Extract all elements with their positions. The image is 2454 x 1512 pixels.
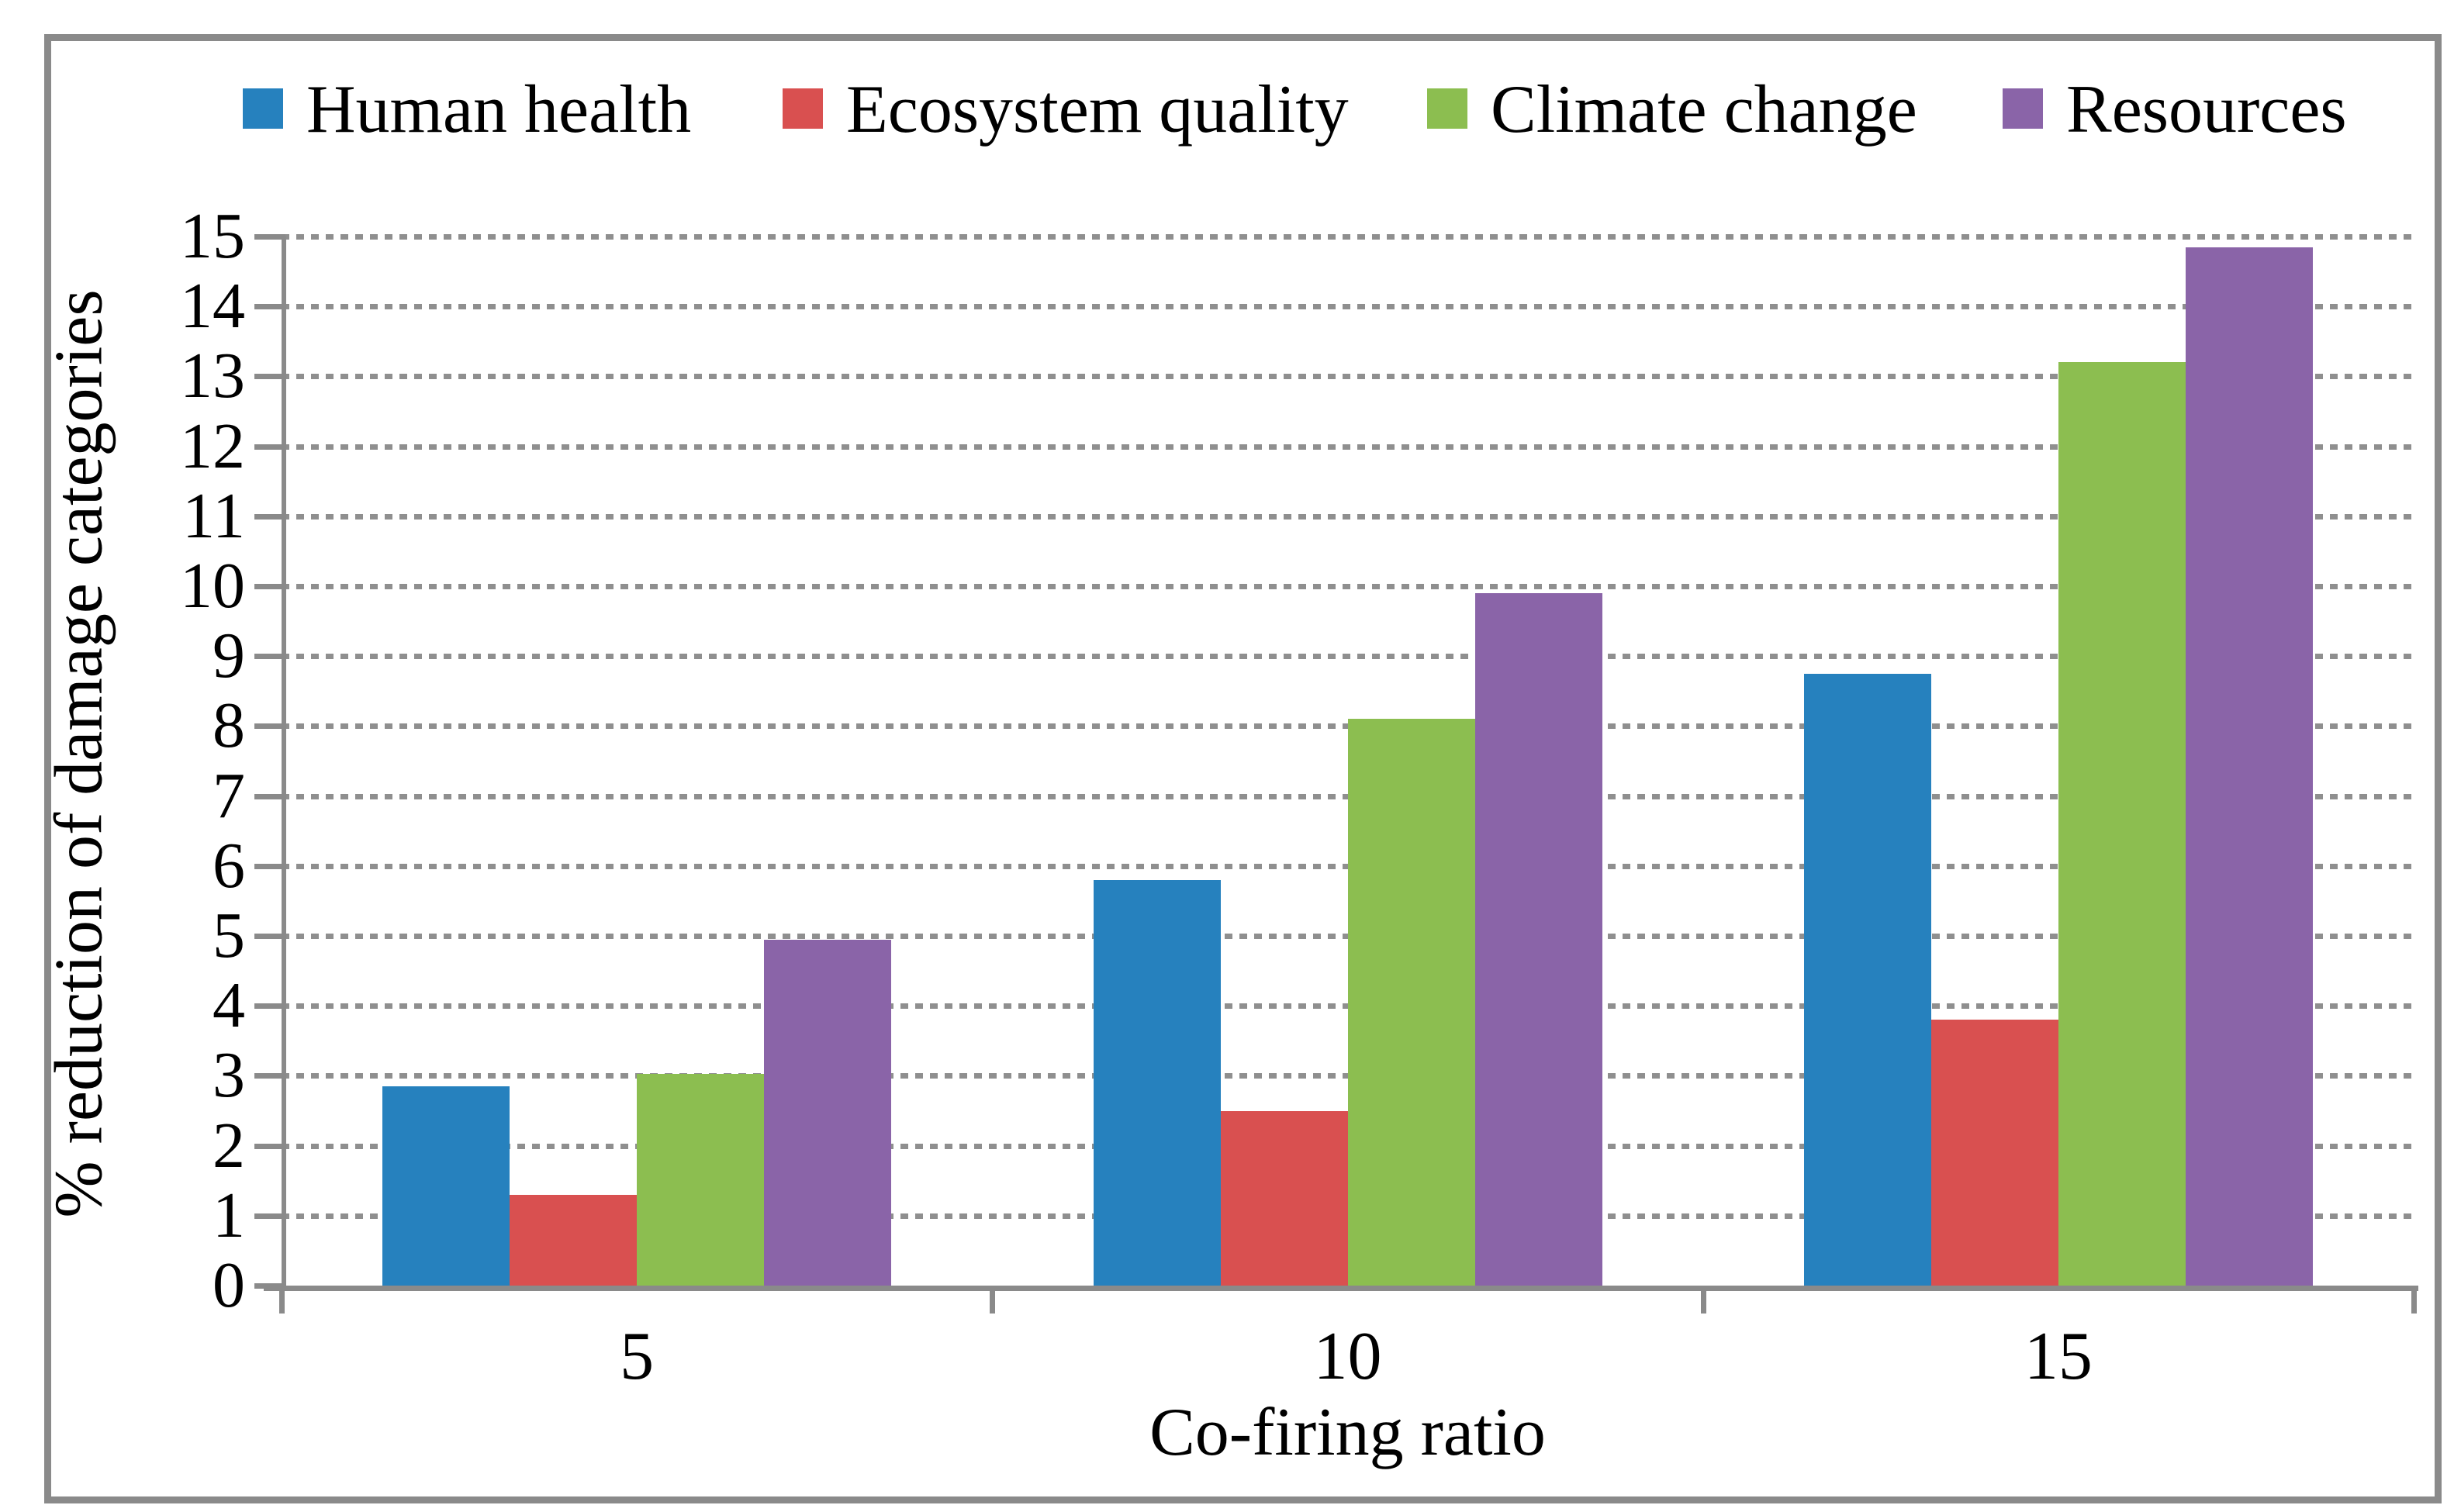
y-tick-label: 9 xyxy=(213,620,245,692)
x-axis-line xyxy=(264,1286,2418,1291)
y-tick-label: 7 xyxy=(213,759,245,832)
y-axis-tick xyxy=(254,1003,285,1010)
x-axis-tick xyxy=(1700,1286,1706,1314)
x-axis-title: Co-firing ratio xyxy=(1149,1395,1546,1470)
legend: Human health Ecosystem quality Climate cha… xyxy=(0,0,2454,171)
y-tick-label: 13 xyxy=(180,340,245,413)
y-tick-label: 11 xyxy=(182,479,245,552)
legend-label: Ecosystem quality xyxy=(846,72,1349,147)
y-tick-label: 6 xyxy=(213,829,245,902)
gridline xyxy=(282,444,2414,450)
y-axis-tick xyxy=(254,234,285,240)
y-axis-tick xyxy=(254,793,285,799)
y-tick-label: 8 xyxy=(213,689,245,762)
x-axis-tick xyxy=(2411,1286,2417,1314)
legend-swatch-icon xyxy=(2003,88,2043,129)
y-axis-tick xyxy=(254,444,285,450)
gridline xyxy=(282,374,2414,380)
gridline xyxy=(282,654,2414,660)
bar-climate-change xyxy=(1347,719,1475,1286)
y-tick-label: 4 xyxy=(213,969,245,1042)
gridline xyxy=(282,304,2414,310)
legend-label: Climate change xyxy=(1491,72,1917,147)
y-axis-tick xyxy=(254,374,285,380)
y-tick-label: 3 xyxy=(213,1039,245,1112)
legend-label: Human health xyxy=(306,72,692,147)
y-axis-line xyxy=(282,236,286,1291)
y-tick-label: 1 xyxy=(213,1179,245,1251)
x-axis-tick xyxy=(279,1286,285,1314)
legend-swatch-icon xyxy=(1427,88,1467,129)
bar-ecosystem-quality xyxy=(510,1194,638,1286)
bar-resources xyxy=(2185,247,2313,1286)
legend-label: Resources xyxy=(2066,72,2347,147)
x-axis-tick xyxy=(990,1286,996,1314)
y-tick-label: 10 xyxy=(180,550,245,622)
y-axis-tick xyxy=(254,513,285,520)
y-axis-tick xyxy=(254,654,285,660)
bar-resources xyxy=(1474,593,1602,1286)
bar-human-health xyxy=(1093,879,1221,1286)
bar-climate-change xyxy=(637,1073,765,1286)
y-tick-label: 2 xyxy=(213,1109,245,1182)
x-tick-label: 5 xyxy=(620,1319,655,1394)
y-axis-tick xyxy=(254,304,285,310)
legend-swatch-icon xyxy=(783,88,823,129)
y-tick-label: 5 xyxy=(213,899,245,972)
bar-climate-change xyxy=(2058,362,2186,1286)
x-tick-label: 15 xyxy=(2024,1319,2093,1394)
y-axis-tick xyxy=(254,1283,285,1289)
bar-resources xyxy=(764,939,892,1286)
y-tick-label: 14 xyxy=(180,270,245,343)
legend-swatch-icon xyxy=(243,88,283,129)
gridline xyxy=(282,234,2414,240)
gridline xyxy=(282,513,2414,520)
bar-ecosystem-quality xyxy=(1930,1020,2058,1286)
y-axis-tick xyxy=(254,584,285,589)
bar-ecosystem-quality xyxy=(1220,1110,1348,1286)
y-tick-label: 12 xyxy=(180,409,245,482)
y-tick-label: 0 xyxy=(213,1249,245,1321)
y-axis-tick xyxy=(254,1213,285,1219)
y-axis-tick xyxy=(254,1143,285,1149)
y-axis-tick xyxy=(254,723,285,730)
y-axis-tick xyxy=(254,863,285,869)
bar-human-health xyxy=(1803,673,1931,1286)
x-tick-label: 10 xyxy=(1313,1319,1382,1394)
y-axis-tick xyxy=(254,934,285,939)
y-tick-label: 15 xyxy=(180,200,245,272)
gridline xyxy=(282,584,2414,589)
y-axis-title: % reduction of damage categories xyxy=(41,289,117,1218)
bar-human-health xyxy=(382,1086,510,1286)
y-axis-tick xyxy=(254,1073,285,1079)
